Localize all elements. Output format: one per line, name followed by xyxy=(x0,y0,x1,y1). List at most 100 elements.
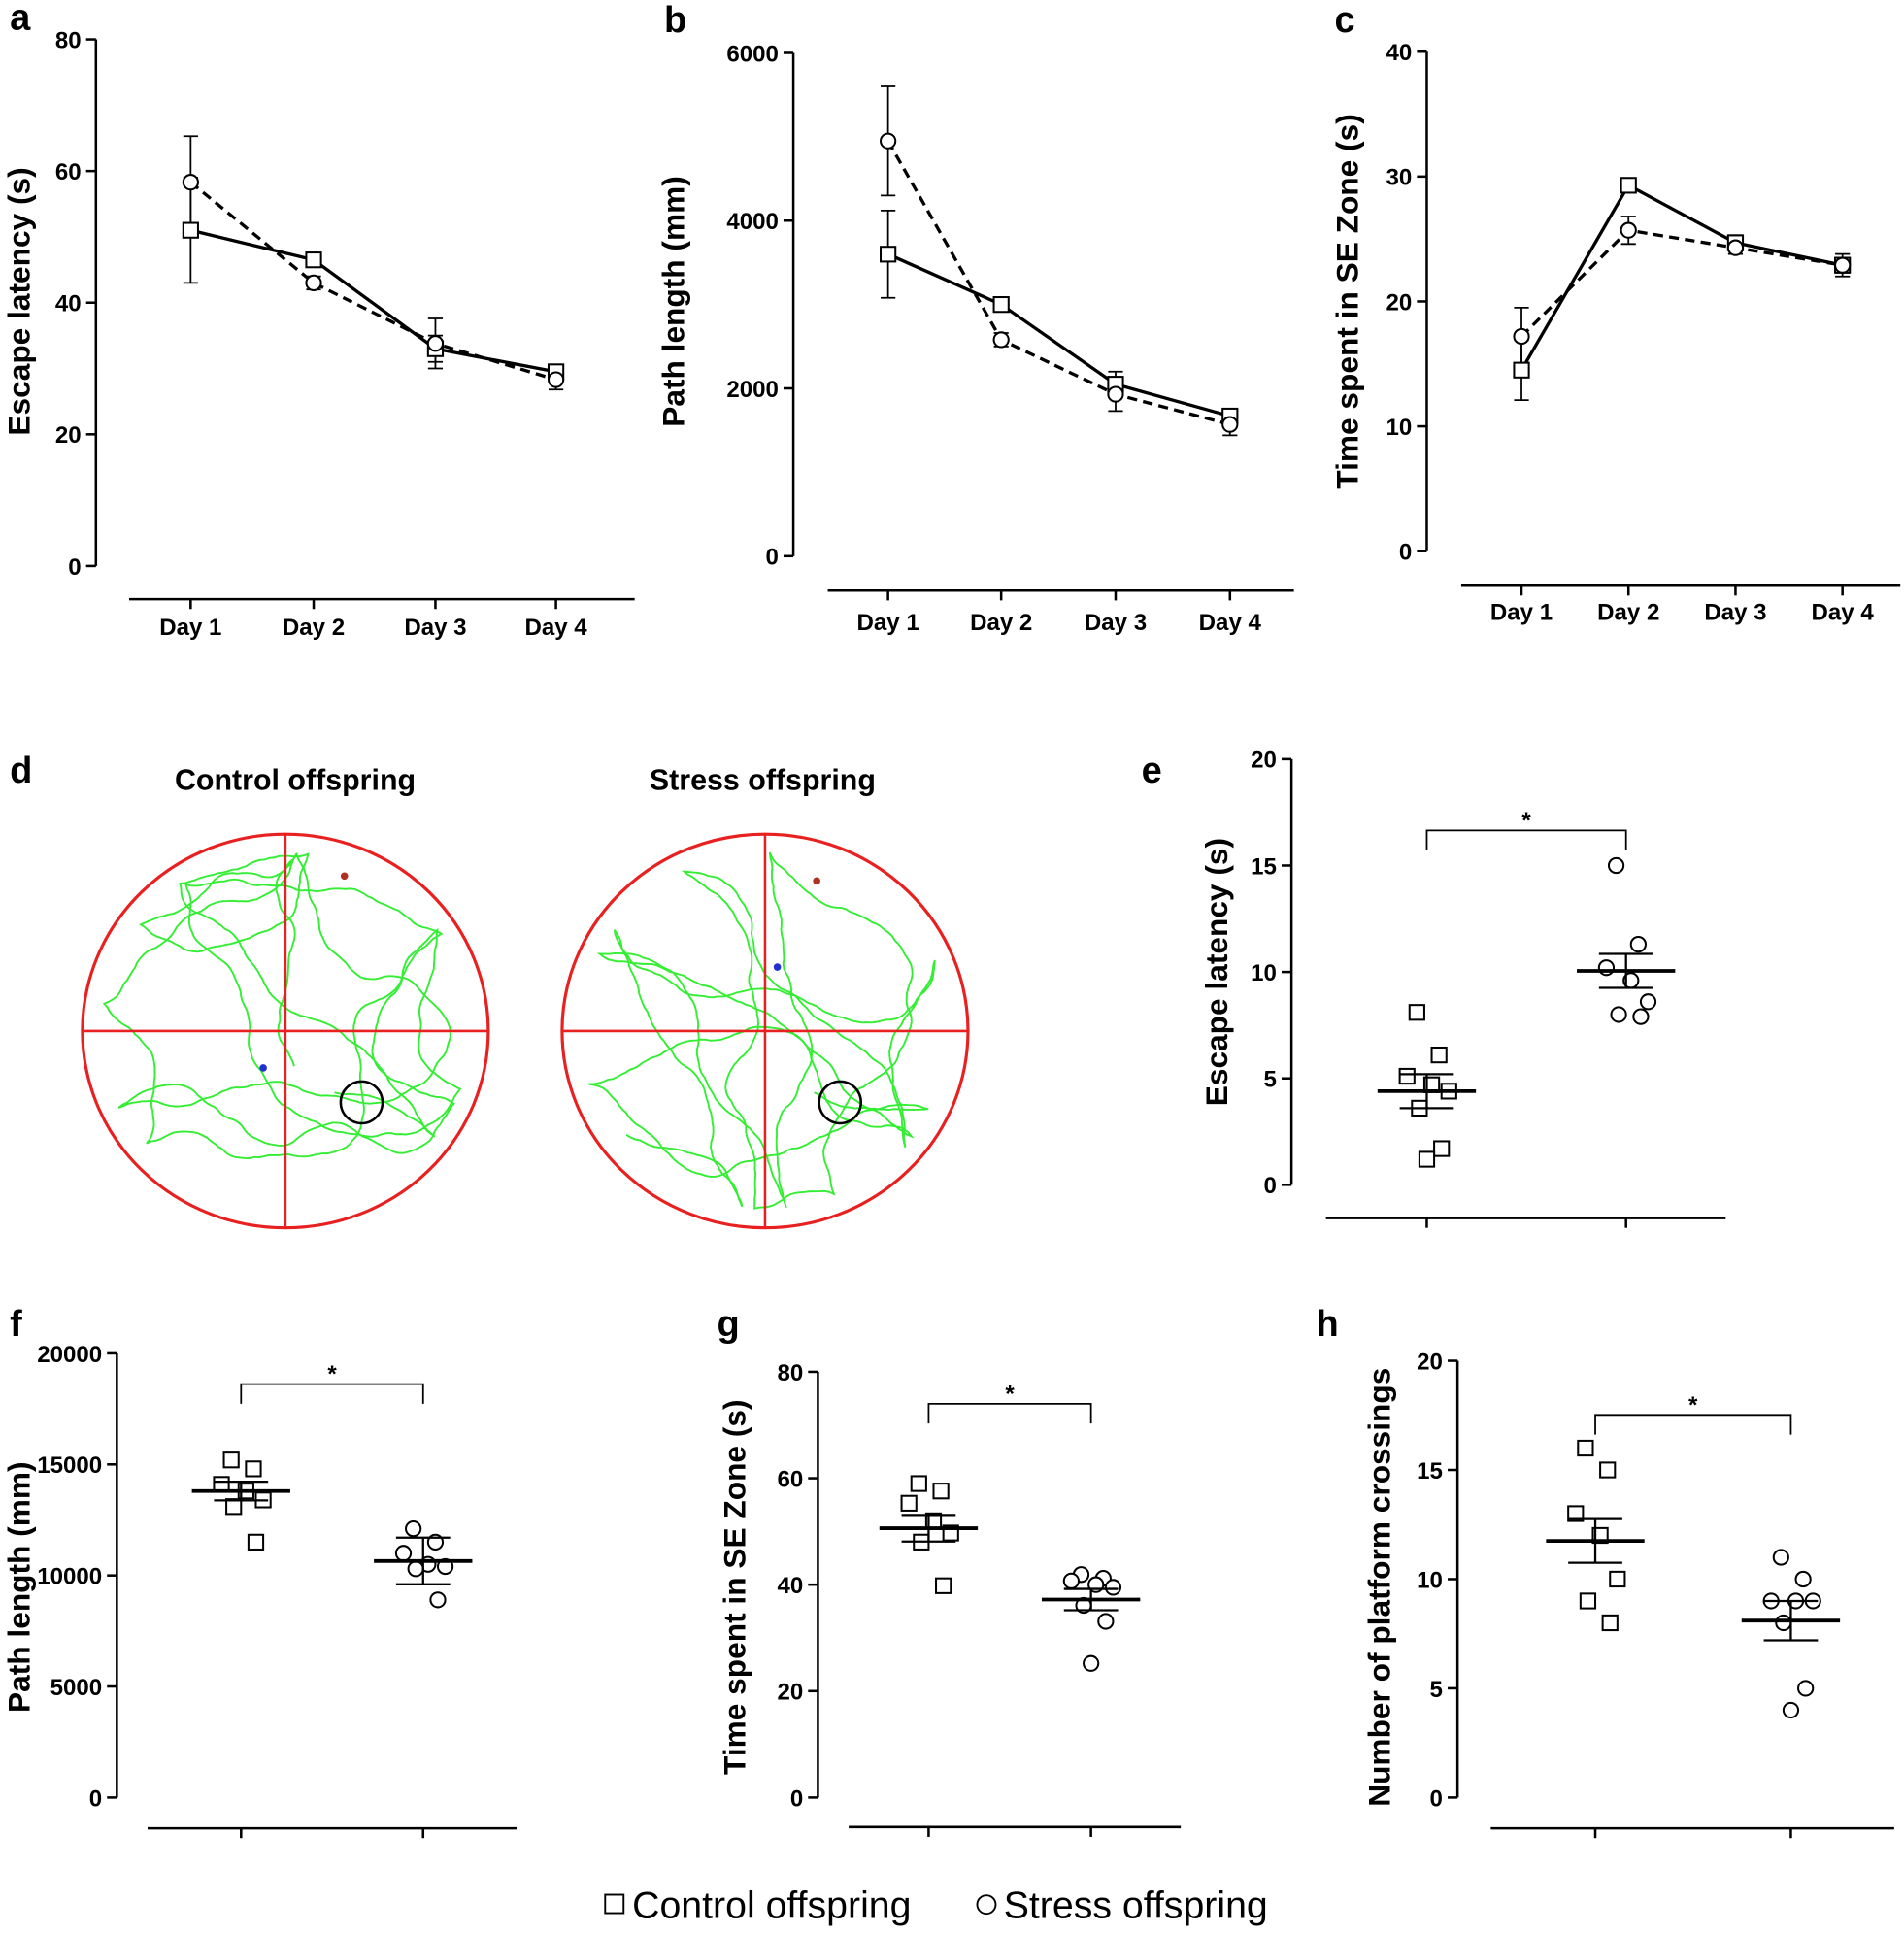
point xyxy=(225,1498,243,1516)
end-point xyxy=(813,877,820,885)
point xyxy=(1418,1150,1436,1168)
legend-circle xyxy=(976,1894,997,1916)
point xyxy=(1104,1579,1122,1596)
point xyxy=(1639,993,1657,1011)
x-tick-label: Day 2 xyxy=(970,610,1032,636)
point xyxy=(1772,1549,1789,1566)
point xyxy=(880,246,897,263)
y-tick-label: 10 xyxy=(1251,960,1277,986)
point xyxy=(1398,1067,1416,1085)
y-tick-label: 20000 xyxy=(37,1342,102,1368)
y-tick-label: 15 xyxy=(1417,1458,1443,1484)
point xyxy=(1408,1004,1425,1021)
panel-label: c xyxy=(1334,0,1354,41)
y-tick-label: 0 xyxy=(1399,540,1412,566)
x-tick-label: Day 4 xyxy=(524,615,587,641)
y-tick-label: 20 xyxy=(1417,1349,1443,1375)
significance-bracket xyxy=(927,1403,1092,1424)
y-tick-label: 5 xyxy=(1264,1067,1277,1093)
series-line xyxy=(189,228,556,374)
y-tick-label: 0 xyxy=(1264,1173,1277,1199)
point xyxy=(1610,1006,1627,1023)
point xyxy=(992,331,1010,349)
y-tick-label: 10 xyxy=(1417,1567,1443,1593)
point xyxy=(407,1560,424,1578)
series-line xyxy=(189,181,557,382)
point xyxy=(1797,1680,1815,1697)
y-tick-label: 20 xyxy=(1251,748,1277,774)
point xyxy=(1513,327,1530,346)
y-tick-label: 4000 xyxy=(726,209,779,235)
legend: Control offspring Stress offspring xyxy=(604,1884,1268,1927)
annotation: * xyxy=(1521,808,1531,834)
point xyxy=(1632,1008,1650,1025)
point xyxy=(1107,385,1124,403)
point xyxy=(1433,1140,1451,1157)
platform xyxy=(339,1080,384,1125)
point xyxy=(1775,1614,1792,1632)
point xyxy=(1577,1439,1594,1457)
y-tick-label: 10000 xyxy=(37,1564,102,1590)
y-tick-label: 0 xyxy=(1430,1785,1443,1812)
y-tick-label: 6000 xyxy=(726,41,779,67)
y-tick-label: 15000 xyxy=(37,1452,102,1479)
point xyxy=(1513,361,1530,379)
point xyxy=(1221,416,1239,433)
point xyxy=(1062,1572,1080,1589)
x-tick-label: Day 1 xyxy=(159,615,221,641)
point xyxy=(222,1451,240,1469)
error-bar xyxy=(901,1514,956,1543)
series-line xyxy=(1520,228,1843,338)
point xyxy=(910,1475,927,1492)
x-tick-label: Day 3 xyxy=(1704,600,1766,626)
point xyxy=(1794,1570,1812,1588)
point xyxy=(245,1460,262,1478)
y-tick-label: 80 xyxy=(55,27,82,53)
y-axis-label: Number of platform crossings xyxy=(1361,1368,1396,1807)
legend-label: Control offspring xyxy=(632,1884,911,1927)
y-tick-label: 5 xyxy=(1430,1677,1443,1703)
y-tick-label: 40 xyxy=(777,1573,803,1599)
point xyxy=(405,1520,422,1538)
point xyxy=(426,335,445,352)
y-tick-label: 0 xyxy=(68,554,81,581)
panel-title: Control offspring xyxy=(175,764,416,797)
point xyxy=(247,1533,265,1551)
point xyxy=(1609,1570,1626,1588)
y-axis-label: Time spent in SE Zone (s) xyxy=(718,1399,752,1774)
panel-label: e xyxy=(1142,750,1162,791)
point xyxy=(182,221,199,239)
error-bar xyxy=(1763,1599,1819,1642)
end-point xyxy=(340,872,349,881)
error-bar xyxy=(395,1536,451,1585)
series-line xyxy=(1520,183,1843,372)
error-bar xyxy=(1399,1073,1454,1110)
y-tick-label: 20 xyxy=(777,1680,803,1706)
panel-label: g xyxy=(718,1304,740,1345)
point xyxy=(182,174,199,191)
point xyxy=(547,371,565,388)
x-tick-label: Day 3 xyxy=(1085,610,1147,636)
y-tick-label: 80 xyxy=(777,1360,803,1386)
point xyxy=(1597,959,1616,977)
y-tick-label: 20 xyxy=(1386,289,1413,316)
point xyxy=(1782,1701,1800,1719)
significance-bracket xyxy=(240,1383,424,1404)
start-point xyxy=(259,1064,267,1072)
error-bar xyxy=(1063,1587,1119,1612)
series-line xyxy=(886,140,1231,426)
panel-label: d xyxy=(10,750,32,791)
swim-track xyxy=(102,852,462,1160)
point xyxy=(1607,856,1625,875)
y-axis-label: Path length (mm) xyxy=(1,1461,36,1713)
point xyxy=(932,1483,950,1500)
x-tick-label: Day 4 xyxy=(1199,610,1262,636)
point xyxy=(394,1545,413,1562)
y-tick-label: 10 xyxy=(1386,415,1413,441)
significance-bracket xyxy=(1425,829,1627,850)
panel-label: b xyxy=(664,0,686,41)
point xyxy=(935,1577,952,1594)
platform xyxy=(818,1080,863,1125)
x-tick-label: Day 1 xyxy=(1490,600,1553,626)
point xyxy=(900,1494,918,1512)
